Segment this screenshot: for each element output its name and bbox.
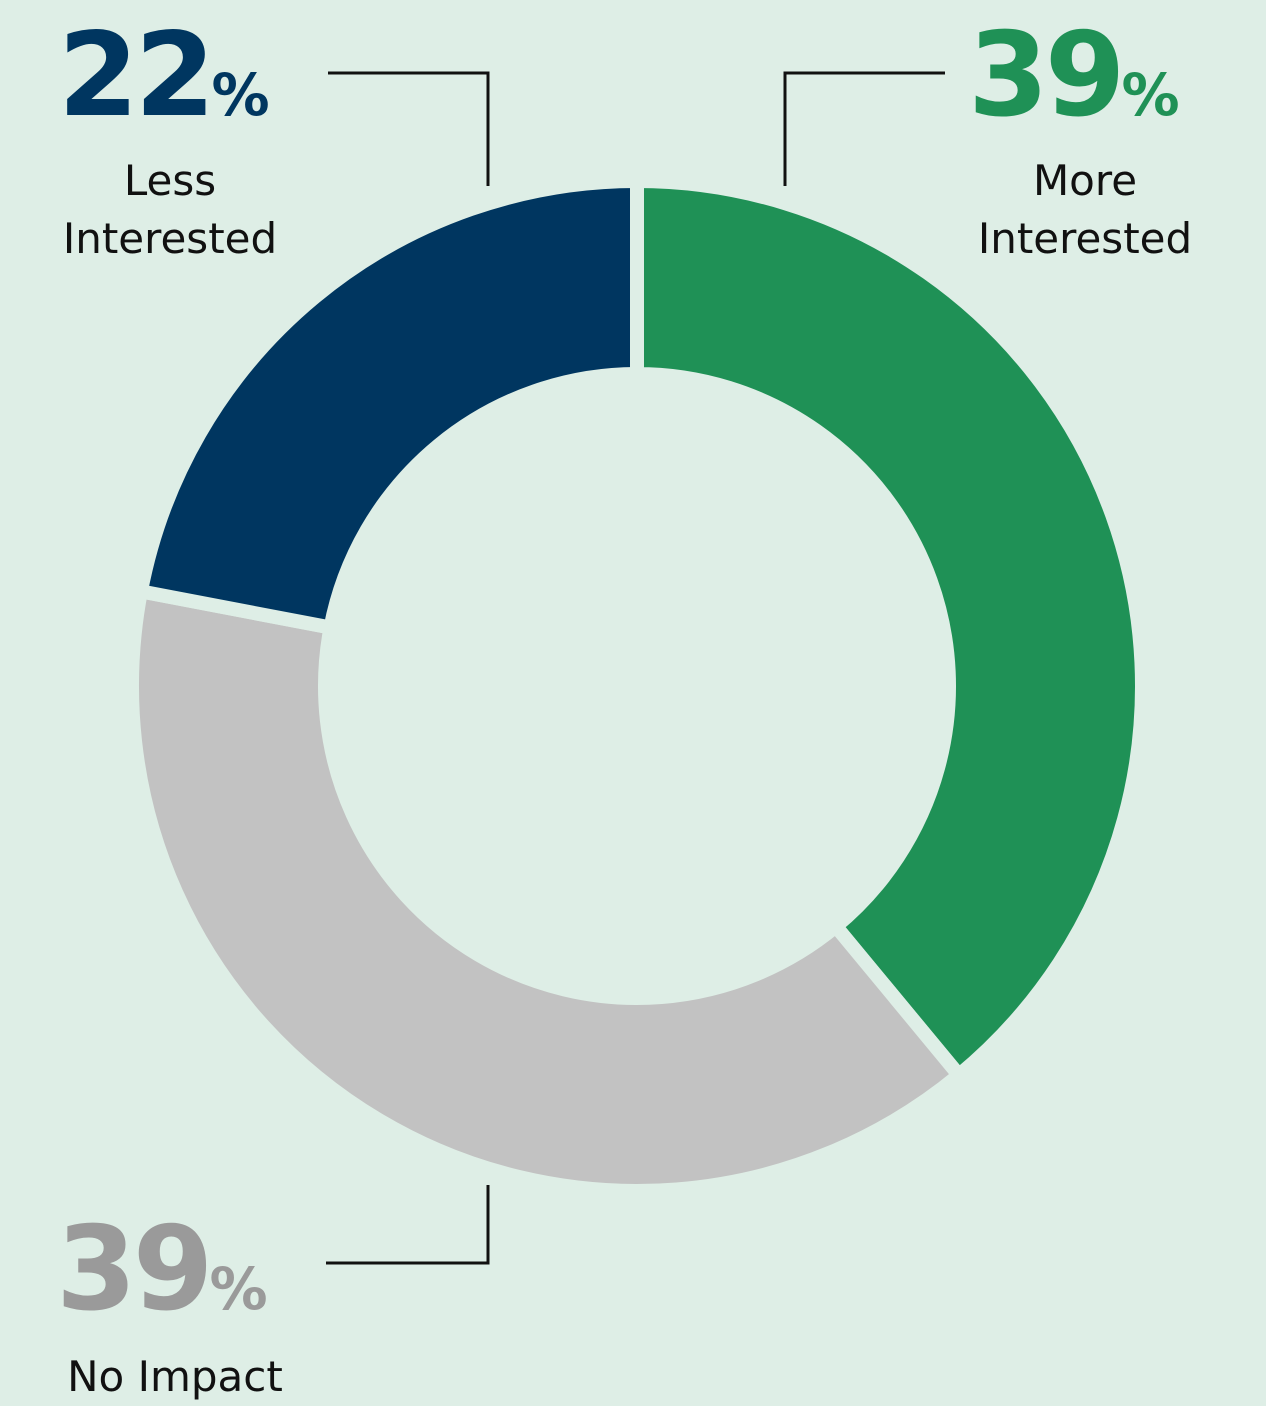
donut-segment [132,173,644,636]
donut-segment [630,173,1149,1085]
value-number: 39 [56,1202,213,1337]
donut-segment [125,583,969,1198]
value-unit: % [209,1255,268,1323]
value-label: 22% [58,18,270,134]
value-label: 39% [968,18,1180,134]
category-label: Less Interested [62,156,278,263]
category-label: More Interested [977,156,1193,263]
value-label: 39% [56,1212,268,1328]
category-label: No Impact [67,1352,283,1401]
leader-line [326,1185,490,1265]
value-number: 22 [58,8,215,143]
leader-line [328,71,490,186]
value-unit: % [1121,61,1180,129]
value-number: 39 [968,8,1125,143]
leader-line [783,71,945,186]
value-unit: % [211,61,270,129]
